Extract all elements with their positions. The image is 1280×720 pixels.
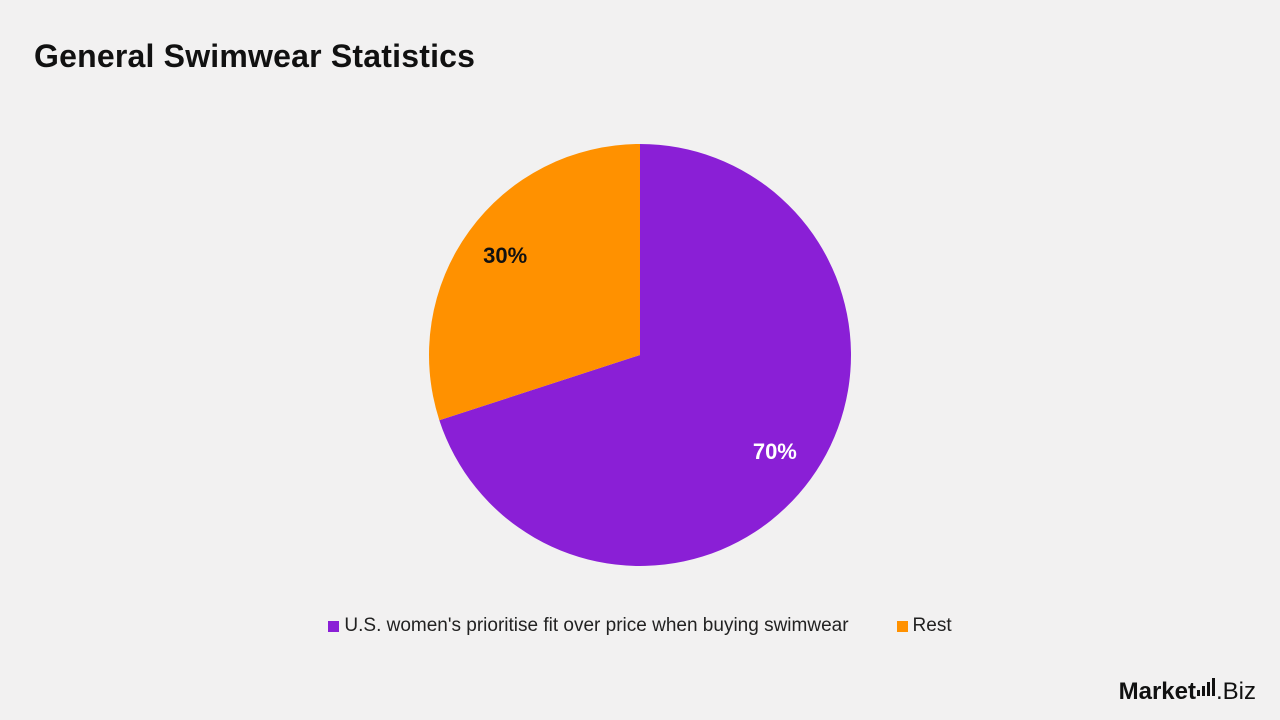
marketbiz-logo: Market .Biz xyxy=(1119,678,1256,706)
pie-slice-1 xyxy=(429,144,640,421)
pie-slice-label-1: 30% xyxy=(483,243,527,268)
legend-label-0: U.S. women's prioritise fit over price w… xyxy=(344,615,849,636)
logo-text-market: Market xyxy=(1118,678,1196,705)
legend-item-1: Rest xyxy=(896,615,952,637)
legend-item-0: U.S. women's prioritise fit over price w… xyxy=(328,615,849,637)
legend-label-1: Rest xyxy=(912,615,952,636)
pie-slice-label-0: 70% xyxy=(753,439,797,464)
chart-title: General Swimwear Statistics xyxy=(34,38,476,74)
logo-bars-icon xyxy=(1196,678,1215,696)
logo-text-biz: .Biz xyxy=(1215,678,1256,705)
legend-swatch-0 xyxy=(328,620,340,632)
pie-slice-0 xyxy=(439,144,852,566)
legend-swatch-1 xyxy=(896,620,908,632)
chart-legend: U.S. women's prioritise fit over price w… xyxy=(0,615,1280,637)
